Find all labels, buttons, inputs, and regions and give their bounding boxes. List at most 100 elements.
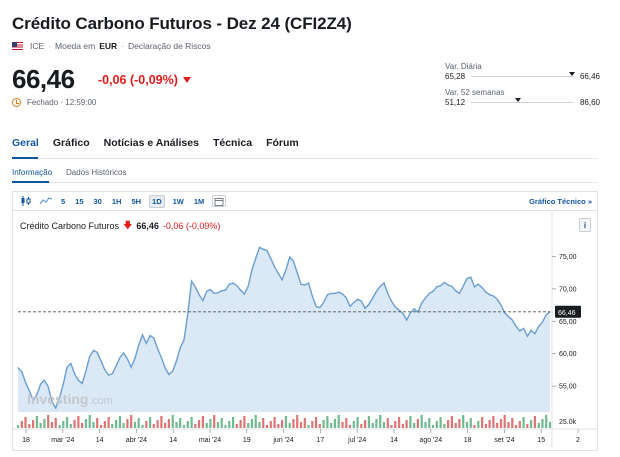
data-point [447, 284, 449, 286]
volume-bar [160, 416, 163, 428]
subtab-dados-historicos[interactable]: Dados Históricos [66, 168, 127, 177]
volume-bar [541, 419, 544, 428]
data-point [372, 297, 374, 299]
calendar-icon[interactable] [212, 195, 227, 207]
data-point [481, 287, 483, 289]
price-chart[interactable]: 75,00 70,00 65,00 60,00 55,00 66,46 25.0k 18 mar… [13, 192, 597, 450]
x-tick-label: 17 [317, 437, 325, 444]
x-tick-label: jun '24 [272, 437, 294, 444]
data-point [66, 366, 68, 368]
interval-15[interactable]: 15 [75, 196, 84, 206]
data-point [168, 373, 170, 375]
data-point [47, 386, 49, 388]
data-point [85, 370, 87, 372]
meta-separator: · [48, 41, 52, 51]
volume-bar [190, 417, 193, 428]
week52-range-high: 86,60 [579, 98, 600, 107]
currency-value: EUR [99, 41, 118, 51]
volume-bar [296, 415, 299, 428]
data-point [32, 399, 34, 401]
data-point [130, 366, 132, 368]
volume-bar [315, 417, 318, 428]
volume-bar [367, 416, 370, 428]
data-point [274, 266, 276, 268]
risk-disclosure-link[interactable]: Declaração de Riscos [127, 41, 211, 51]
volume-bar [443, 424, 446, 428]
volume-bar [126, 419, 129, 428]
volume-bar [243, 416, 246, 428]
interval-1m[interactable]: 1M [193, 196, 205, 206]
interval-5[interactable]: 5 [61, 196, 66, 206]
interval-1d[interactable]: 1D [149, 194, 165, 208]
instrument-meta: ICE · Moeda em EUR · Declaração de Risco… [12, 41, 211, 51]
technical-chart-link[interactable]: Gráfico Técnico » [529, 197, 592, 206]
volume-bar [152, 424, 155, 428]
volume-bar [492, 416, 495, 428]
volume-bar [205, 423, 208, 428]
volume-bar [431, 425, 435, 428]
daily-range-bar [471, 71, 575, 78]
data-point [247, 285, 249, 287]
interval-1w[interactable]: 1W [172, 196, 184, 206]
interval-30[interactable]: 30 [93, 196, 102, 206]
volume-bar [232, 417, 235, 428]
data-point [51, 401, 53, 403]
subtab-informacao[interactable]: Informação [12, 168, 53, 177]
volume-bar [394, 421, 397, 428]
volume-bar [548, 422, 552, 428]
volume-bar [447, 420, 450, 428]
data-point [432, 290, 434, 292]
tab-tecnica[interactable]: Técnica [212, 137, 253, 149]
data-point [36, 393, 38, 396]
info-button[interactable]: i [579, 218, 591, 232]
data-point [43, 379, 45, 381]
volume-bar [511, 418, 514, 428]
volume-bar [273, 417, 276, 428]
data-point [357, 298, 359, 300]
tab-noticias[interactable]: Notícias e Análises [103, 137, 199, 149]
area-chart-icon[interactable] [39, 195, 53, 207]
data-point [149, 334, 151, 337]
tab-forum[interactable]: Fórum [266, 137, 299, 149]
data-point [240, 289, 242, 291]
week52-range-low: 51,12 [445, 98, 466, 107]
active-tab-indicator [12, 157, 38, 159]
data-point [232, 282, 234, 284]
data-point [209, 288, 211, 291]
data-point [191, 280, 193, 282]
legend-instrument-name: Crédito Carbono Futuros [20, 221, 120, 231]
volume-bar [39, 423, 42, 428]
data-point [251, 269, 253, 271]
volume-bar [65, 417, 69, 428]
data-point [530, 329, 532, 331]
data-point [300, 283, 302, 285]
volume-bar [284, 416, 287, 428]
volume-bar [307, 425, 310, 428]
data-point [398, 309, 400, 311]
data-point [141, 334, 144, 336]
data-point [157, 347, 159, 350]
data-point [511, 319, 513, 321]
chart-legend: Crédito Carbono Futuros 🡇 66,46 -0,06 (-… [20, 218, 220, 234]
subtabs-divider [12, 182, 598, 183]
data-point [436, 286, 438, 288]
data-point [368, 303, 370, 305]
interval-5h[interactable]: 5H [131, 196, 142, 206]
data-point [507, 316, 510, 318]
data-point [108, 374, 110, 376]
active-subtab-indicator [12, 181, 49, 183]
tab-geral[interactable]: Geral [12, 137, 39, 149]
x-tick-label: set '24 [494, 437, 515, 444]
candlestick-icon[interactable] [19, 195, 33, 207]
volume-bar [130, 415, 133, 428]
data-point [183, 339, 185, 341]
data-point [164, 367, 166, 369]
volume-bar [477, 421, 480, 428]
tab-grafico[interactable]: Gráfico [52, 137, 90, 149]
data-point [17, 367, 19, 369]
data-point [28, 390, 30, 392]
interval-1h[interactable]: 1H [111, 196, 122, 206]
data-point [338, 291, 340, 293]
data-point [74, 373, 76, 375]
data-point [311, 295, 313, 297]
